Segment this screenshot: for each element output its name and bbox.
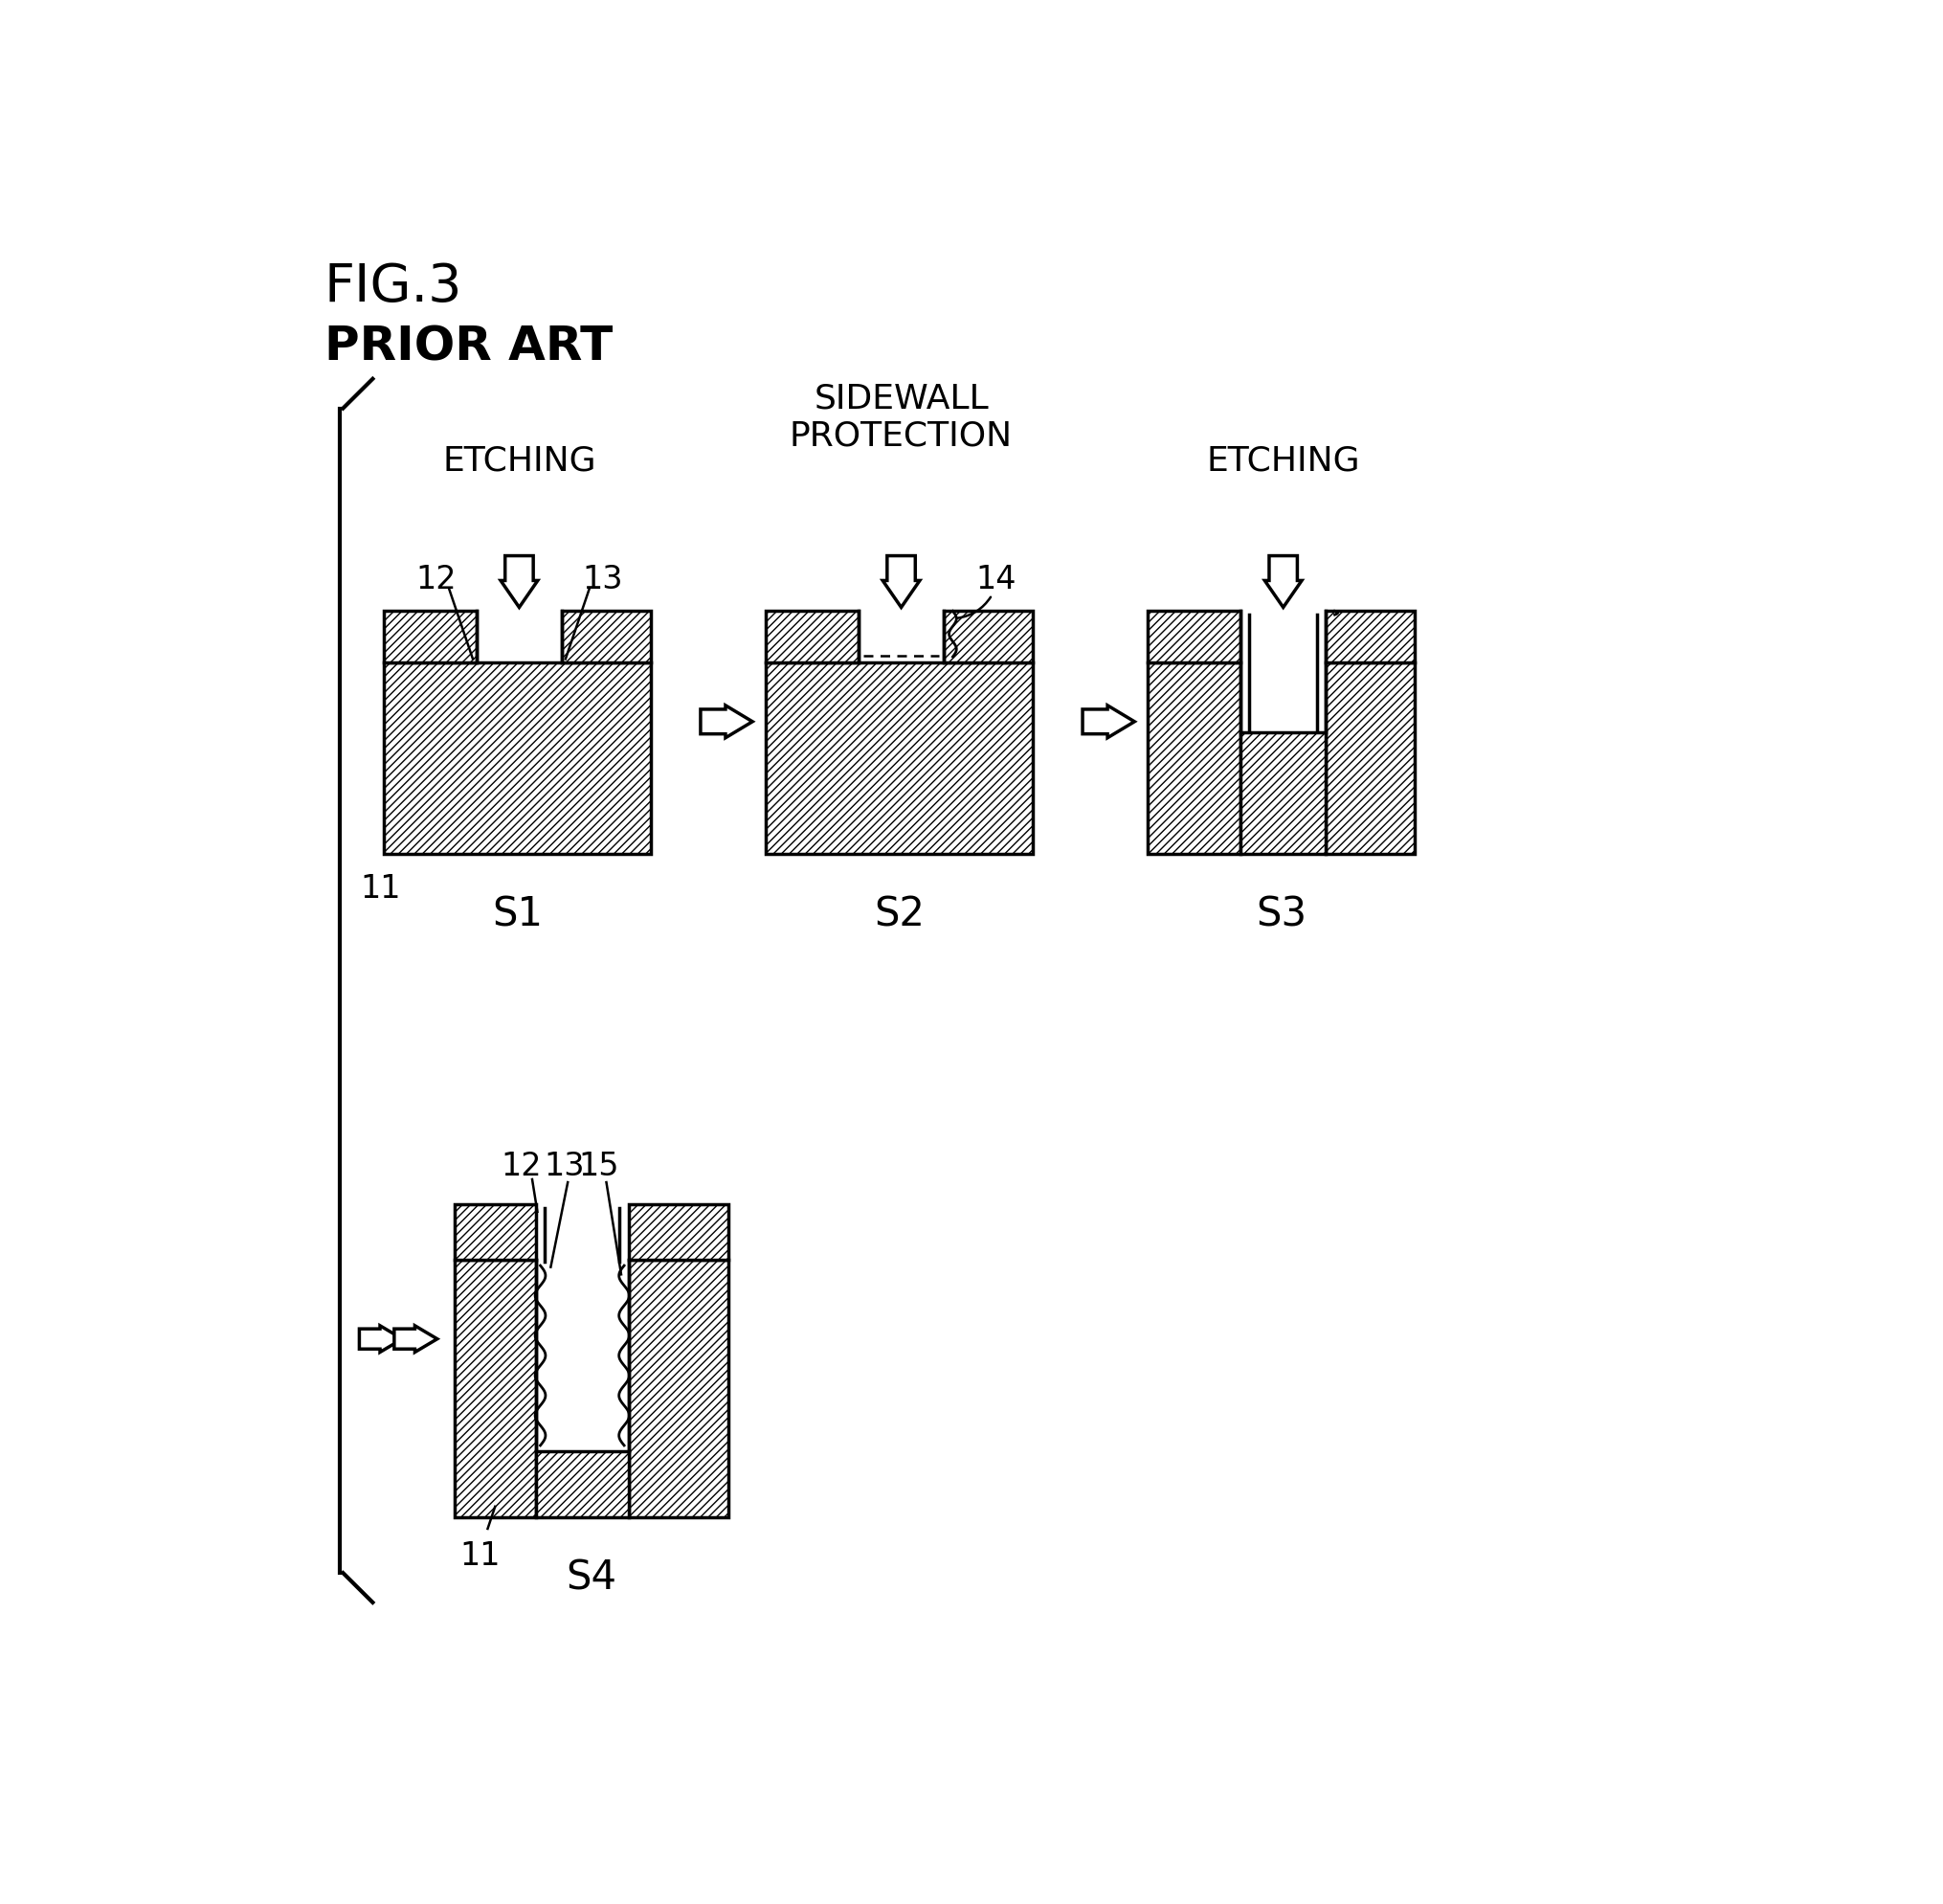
Bar xyxy=(1240,733,1325,855)
Bar xyxy=(455,1205,536,1260)
Bar xyxy=(766,663,1034,855)
Text: S3: S3 xyxy=(1255,895,1308,935)
Text: SIDEWALL
PROTECTION: SIDEWALL PROTECTION xyxy=(789,383,1012,453)
Text: 11: 11 xyxy=(359,872,400,904)
Text: S4: S4 xyxy=(565,1557,616,1597)
Polygon shape xyxy=(359,1325,402,1352)
Text: S1: S1 xyxy=(492,895,542,935)
Bar xyxy=(630,1205,729,1260)
Bar xyxy=(1148,611,1240,663)
Bar xyxy=(455,1260,536,1517)
Bar xyxy=(1325,663,1415,855)
Bar xyxy=(630,1260,729,1517)
Text: FIG.3: FIG.3 xyxy=(324,261,462,312)
Text: PRIOR ART: PRIOR ART xyxy=(324,324,612,369)
Polygon shape xyxy=(701,704,752,739)
Text: 14: 14 xyxy=(975,564,1016,596)
Text: 13: 13 xyxy=(544,1150,585,1182)
Polygon shape xyxy=(501,556,538,607)
Text: ETCHING: ETCHING xyxy=(1207,444,1360,476)
Bar xyxy=(766,611,859,663)
Bar xyxy=(385,611,476,663)
Polygon shape xyxy=(882,556,919,607)
Text: 12: 12 xyxy=(501,1150,542,1182)
Text: 15: 15 xyxy=(579,1150,620,1182)
Bar xyxy=(562,611,651,663)
Text: 12: 12 xyxy=(416,564,457,596)
Bar xyxy=(1325,611,1415,663)
Bar xyxy=(1148,663,1240,855)
Bar xyxy=(385,663,651,855)
Polygon shape xyxy=(1265,556,1302,607)
Text: S2: S2 xyxy=(874,895,925,935)
Bar xyxy=(536,1451,630,1517)
Text: ETCHING: ETCHING xyxy=(443,444,597,476)
Bar xyxy=(944,611,1034,663)
Polygon shape xyxy=(394,1325,437,1352)
Text: 13: 13 xyxy=(583,564,624,596)
Polygon shape xyxy=(1082,704,1135,739)
Text: 11: 11 xyxy=(460,1540,501,1571)
